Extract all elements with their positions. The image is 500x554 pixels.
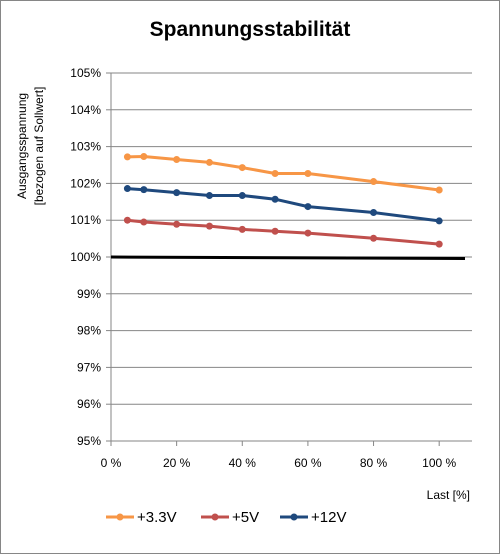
data-point xyxy=(123,153,131,161)
y-tick-label: 104% xyxy=(70,103,101,117)
y-tick-label: 96% xyxy=(77,397,101,411)
tick-labels: 95% 96% 97% 98% 99% 100% 101% 102% 103% 104% 105% 0… xyxy=(70,66,456,470)
y-tick-label: 95% xyxy=(77,434,101,448)
y-axis-label-line-1: Ausgangsspannung xyxy=(15,93,29,199)
y-tick-label: 101% xyxy=(70,213,101,227)
data-point xyxy=(435,217,443,225)
x-tick-label: 60 % xyxy=(294,456,322,470)
y-tick-label: 105% xyxy=(70,66,101,80)
data-point xyxy=(140,153,148,161)
axes xyxy=(106,72,472,446)
y-tick-label: 98% xyxy=(77,324,101,338)
data-point xyxy=(140,218,148,226)
data-point xyxy=(173,155,181,163)
y-tick-label: 97% xyxy=(77,360,101,374)
y-tick-label: 100% xyxy=(70,250,101,264)
data-point xyxy=(435,240,443,248)
data-point xyxy=(271,227,279,235)
data-point xyxy=(205,192,213,200)
x-tick-label: 80 % xyxy=(360,456,388,470)
data-point xyxy=(173,189,181,197)
x-tick-label: 100 % xyxy=(422,456,456,470)
data-point xyxy=(271,169,279,177)
data-point xyxy=(271,195,279,203)
legend-marker xyxy=(290,513,298,521)
y-axis-label-line-2: [bezogen auf Sollwert] xyxy=(32,87,46,206)
data-point xyxy=(140,186,148,194)
data-point xyxy=(435,186,443,194)
reference-line-100 xyxy=(110,255,466,260)
data-point xyxy=(205,222,213,230)
y-tick-label: 102% xyxy=(70,176,101,190)
data-point xyxy=(304,229,312,237)
x-tick-label: 20 % xyxy=(163,456,191,470)
legend-marker xyxy=(211,513,219,521)
y-tick-label: 99% xyxy=(77,287,101,301)
data-point xyxy=(238,225,246,233)
data-point xyxy=(370,234,378,242)
x-tick-label: 0 % xyxy=(101,456,122,470)
reference-line-group xyxy=(110,255,466,260)
series-group xyxy=(123,153,443,248)
data-point xyxy=(370,178,378,186)
legend: +3.3V +5V +12V xyxy=(106,509,346,526)
data-point xyxy=(370,208,378,216)
y-tick-label: 103% xyxy=(70,140,101,154)
data-point xyxy=(238,192,246,200)
data-point xyxy=(304,169,312,177)
x-tick-label: 40 % xyxy=(229,456,257,470)
data-point xyxy=(123,185,131,193)
legend-marker xyxy=(116,513,124,521)
chart-title: Spannungsstabilität xyxy=(150,18,351,41)
legend-label: +3.3V xyxy=(137,509,177,526)
legend-label: +12V xyxy=(311,509,346,526)
x-axis-label: Last [%] xyxy=(427,488,470,502)
data-point xyxy=(123,216,131,224)
data-point xyxy=(205,158,213,166)
data-point xyxy=(173,220,181,228)
legend-label: +5V xyxy=(232,509,259,526)
data-point xyxy=(304,203,312,211)
data-point xyxy=(238,164,246,172)
